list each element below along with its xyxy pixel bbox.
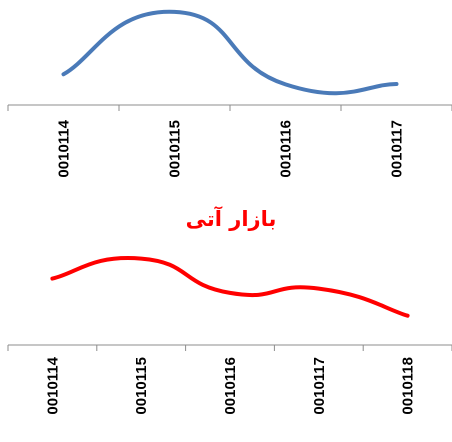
x-tick-label: 0010117 (311, 357, 328, 415)
x-tick-label: 0010115 (167, 120, 184, 178)
x-tick-label: 0010116 (222, 357, 239, 415)
chart-bottom: 0010114 0010115 0010116 0010117 0010118 (7, 256, 452, 415)
series-line (61, 9, 399, 96)
x-tick-label: 0010114 (56, 119, 73, 177)
x-tick-label: 0010114 (44, 356, 61, 414)
chart-bottom-title: بازار آتی (186, 206, 277, 231)
chart-top: 0010114 0010115 0010116 0010117 (7, 9, 452, 178)
x-tick-label: 0010115 (133, 357, 150, 415)
x-tick-label: 0010118 (400, 357, 417, 415)
x-tick-label: 0010116 (278, 120, 295, 178)
series-line (50, 256, 410, 318)
x-tick-label: 0010117 (389, 120, 406, 178)
